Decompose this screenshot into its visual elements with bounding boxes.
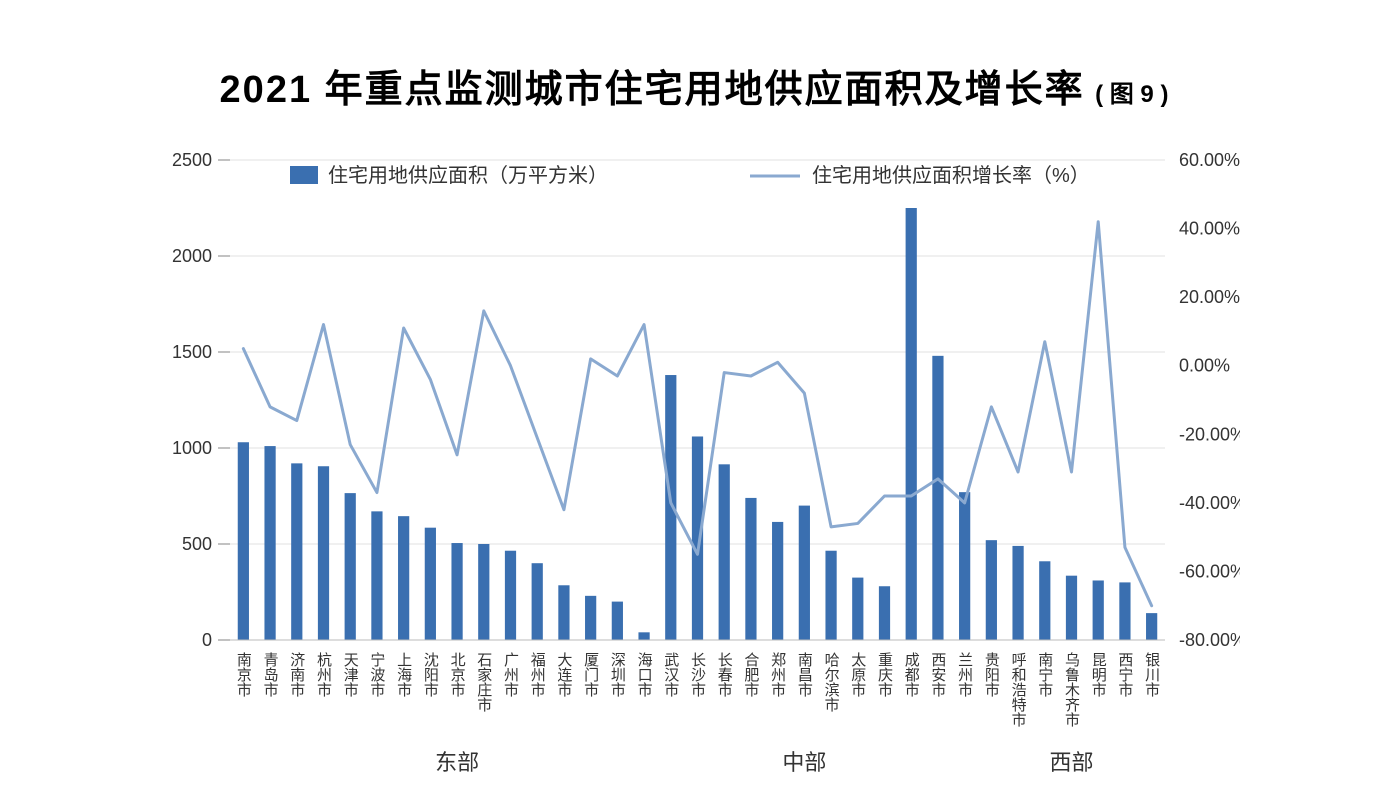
bar xyxy=(906,208,917,640)
bar xyxy=(585,596,596,640)
y2-tick-label: 0.00% xyxy=(1179,356,1230,376)
bar xyxy=(1146,613,1157,640)
bar xyxy=(959,492,970,640)
bar xyxy=(719,464,730,640)
bar xyxy=(825,551,836,640)
x-tick-label: 大连市 xyxy=(555,652,572,697)
y1-tick-label: 1500 xyxy=(172,342,212,362)
x-tick-label: 太原市 xyxy=(849,652,866,697)
y2-tick-label: -40.00% xyxy=(1179,493,1240,513)
bar xyxy=(425,528,436,640)
chart-container: 0 500 1000 1500 2000 2500 -80.00% -60.00% -40.00… xyxy=(170,150,1240,790)
bar xyxy=(879,586,890,640)
x-tick-label: 青岛市 xyxy=(262,652,279,697)
bar xyxy=(451,543,462,640)
bar xyxy=(478,544,489,640)
bar xyxy=(264,446,275,640)
x-tick-label: 南宁市 xyxy=(1036,652,1053,697)
x-tick-label: 海口市 xyxy=(636,652,653,697)
bar xyxy=(1039,561,1050,640)
x-tick-label: 银川市 xyxy=(1143,652,1160,697)
bar xyxy=(532,563,543,640)
region-label: 东部 xyxy=(435,750,479,775)
bar xyxy=(612,602,623,640)
x-tick-label: 深圳市 xyxy=(609,652,626,697)
x-tick-label: 兰州市 xyxy=(956,652,973,697)
x-tick-label: 济南市 xyxy=(288,652,305,697)
chart-svg: 0 500 1000 1500 2000 2500 -80.00% -60.00% -40.00… xyxy=(170,150,1240,790)
bar xyxy=(398,516,409,640)
y1-tick-label: 2000 xyxy=(172,246,212,266)
x-tick-label: 杭州市 xyxy=(315,652,332,697)
x-tick-label: 呼和浩特市 xyxy=(1010,652,1027,727)
bar xyxy=(799,506,810,640)
x-tick-label: 南昌市 xyxy=(796,652,813,697)
x-tick-label: 合肥市 xyxy=(742,652,759,697)
x-tick-label: 武汉市 xyxy=(662,652,679,697)
bar xyxy=(345,493,356,640)
chart-subtitle: ( 图 9 ) xyxy=(1095,81,1168,108)
x-tick-label: 重庆市 xyxy=(876,652,893,697)
bar xyxy=(692,436,703,640)
x-tick-label: 厦门市 xyxy=(582,652,599,697)
y2-tick-label: 40.00% xyxy=(1179,219,1240,239)
x-tick-label: 贵阳市 xyxy=(983,652,1000,697)
x-tick-label: 昆明市 xyxy=(1090,652,1107,697)
bar xyxy=(371,511,382,640)
x-tick-label: 成都市 xyxy=(903,652,920,697)
chart-title-row: 2021 年重点监测城市住宅用地供应面积及增长率 ( 图 9 ) xyxy=(0,58,1388,113)
y1-tick-label: 500 xyxy=(182,534,212,554)
bar xyxy=(638,632,649,640)
bar xyxy=(558,585,569,640)
bar xyxy=(1119,582,1130,640)
x-tick-label: 郑州市 xyxy=(769,652,786,697)
x-tick-label: 广州市 xyxy=(502,652,519,697)
y1-tick-label: 0 xyxy=(202,630,212,650)
bar xyxy=(932,356,943,640)
x-tick-label: 西安市 xyxy=(929,652,946,697)
x-tick-label: 南京市 xyxy=(235,652,252,697)
y1-tick-label: 2500 xyxy=(172,150,212,170)
bar xyxy=(852,578,863,640)
bar xyxy=(986,540,997,640)
bar xyxy=(238,442,249,640)
bar xyxy=(291,463,302,640)
y2-tick-label: 20.00% xyxy=(1179,287,1240,307)
legend-bar-label: 住宅用地供应面积（万平方米） xyxy=(328,164,608,187)
y2-tick-label: 60.00% xyxy=(1179,150,1240,170)
bar xyxy=(505,551,516,640)
x-tick-label: 天津市 xyxy=(342,652,359,697)
x-tick-label: 沈阳市 xyxy=(422,652,439,697)
bar xyxy=(1093,580,1104,640)
bar xyxy=(1066,576,1077,640)
x-tick-label: 哈尔滨市 xyxy=(823,652,840,712)
legend-line-label: 住宅用地供应面积增长率（%） xyxy=(812,164,1090,187)
x-tick-label: 福州市 xyxy=(529,652,546,697)
x-tick-label: 乌鲁木齐市 xyxy=(1063,652,1080,727)
x-tick-label: 西宁市 xyxy=(1116,652,1133,697)
y2-tick-label: -80.00% xyxy=(1179,630,1240,650)
x-tick-label: 宁波市 xyxy=(368,652,385,697)
x-tick-label: 长沙市 xyxy=(689,652,706,697)
x-tick-label: 北京市 xyxy=(449,652,466,697)
bar xyxy=(318,466,329,640)
y2-tick-label: -60.00% xyxy=(1179,561,1240,581)
x-tick-label: 石家庄市 xyxy=(475,652,492,712)
y2-tick-label: -20.00% xyxy=(1179,424,1240,444)
bar xyxy=(772,522,783,640)
bar xyxy=(745,498,756,640)
region-label: 西部 xyxy=(1049,750,1093,775)
y1-tick-label: 1000 xyxy=(172,438,212,458)
bar xyxy=(1012,546,1023,640)
region-label: 中部 xyxy=(782,750,826,775)
x-tick-label: 上海市 xyxy=(395,652,412,697)
chart-title: 2021 年重点监测城市住宅用地供应面积及增长率 xyxy=(220,69,1085,111)
x-tick-label: 长春市 xyxy=(716,652,733,697)
legend-bar-swatch xyxy=(290,166,318,184)
